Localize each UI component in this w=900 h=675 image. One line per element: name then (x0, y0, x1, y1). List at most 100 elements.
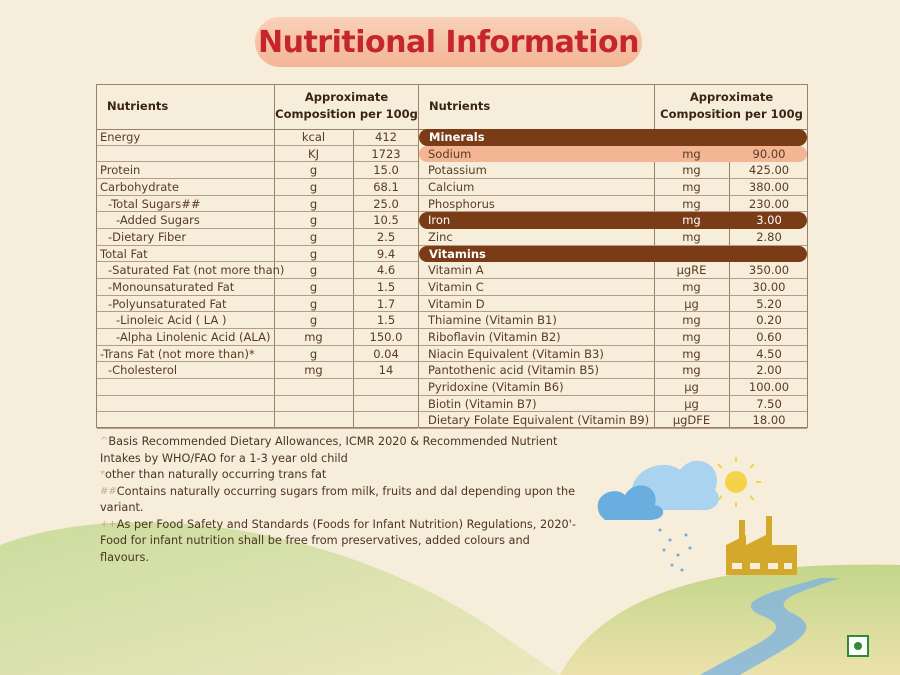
value: 425.00 (748, 163, 790, 178)
table-row: Sodium mg 90.00 (419, 145, 807, 163)
table-row (97, 396, 418, 413)
value: 230.00 (748, 196, 790, 211)
value: 18.00 (752, 413, 786, 428)
nutrient-name: Pantothenic acid (Vitamin B5) (428, 363, 600, 378)
nutrient-name: -Dietary Fiber (108, 230, 187, 245)
unit: mg (304, 330, 323, 345)
value: 25.0 (373, 196, 399, 211)
nutrient-name: Vitamin A (428, 263, 484, 278)
table-row: Potassium mg 425.00 (419, 162, 807, 179)
unit: mg (682, 146, 701, 161)
table-row: Vitamin D µg 5.20 (419, 296, 807, 313)
table-row: Vitamin A µgRE 350.00 (419, 262, 807, 280)
footnote-mark: * (100, 469, 105, 480)
unit: g (309, 196, 318, 211)
section-title: Minerals (429, 130, 485, 144)
value: 350.00 (748, 263, 790, 278)
unit: g (309, 246, 318, 261)
value: 2.5 (376, 230, 396, 245)
footnote-text: Basis Recommended Dietary Allowances, IC… (100, 435, 558, 465)
footnote: ##Contains naturally occurring sugars fr… (100, 484, 580, 517)
unit: mg (682, 196, 701, 211)
title-banner: Nutritional Information (255, 17, 642, 67)
table-row: Vitamin C mg 30.00 (419, 279, 807, 296)
footnote-mark: ++ (100, 518, 117, 530)
footnote-mark: ## (100, 485, 117, 497)
section-header: Minerals (419, 129, 807, 146)
unit: µg (684, 380, 699, 395)
unit: mg (682, 313, 701, 328)
nutrient-name: Phosphorus (428, 196, 495, 211)
unit: mg (682, 363, 701, 378)
nutrient-name: Total Fat (100, 246, 148, 261)
value: 1.7 (376, 296, 396, 311)
table-row: -Added Sugars g 10.5 (97, 212, 418, 229)
unit: g (309, 163, 318, 178)
nutrient-name: Vitamin D (428, 296, 485, 311)
nutrient-name: Vitamin C (428, 280, 484, 295)
unit: µgDFE (672, 413, 711, 428)
footnote: ++As per Food Safety and Standards (Food… (100, 517, 580, 567)
nutrient-name: Iron (428, 213, 451, 228)
value: 9.4 (376, 246, 396, 261)
right-table: Nutrients Approximate Composition per 10… (418, 84, 808, 430)
nutrient-name: Niacin Equivalent (Vitamin B3) (428, 346, 604, 361)
table-row: Iron mg 3.00 (419, 212, 807, 229)
table-header: Nutrients Approximate Composition per 10… (419, 85, 807, 130)
table-row: Dietary Folate Equivalent (Vitamin B9) µg… (419, 412, 807, 430)
footnotes: ^Basis Recommended Dietary Allowances, I… (100, 434, 580, 566)
table-row: Biotin (Vitamin B7) µg 7.50 (419, 396, 807, 413)
footnote: ^Basis Recommended Dietary Allowances, I… (100, 434, 580, 467)
nutrient-name: Zinc (428, 230, 453, 245)
unit: µg (684, 296, 699, 311)
table-row: Protein g 15.0 (97, 162, 418, 179)
nutrient-name: -Linoleic Acid ( LA ) (116, 313, 227, 328)
table-row: Pyridoxine (Vitamin B6) µg 100.00 (419, 379, 807, 396)
value: 412 (375, 130, 397, 144)
left-table: Nutrients Approximate Composition per 10… (96, 84, 419, 430)
unit: mg (682, 230, 701, 245)
table-row: -Alpha Linolenic Acid (ALA) mg 150.0 (97, 329, 418, 346)
header-cell: Approximate Composition per 100g (275, 90, 418, 121)
value: 4.6 (376, 263, 396, 278)
unit: g (309, 230, 318, 245)
table-row: Thiamine (Vitamin B1) mg 0.20 (419, 312, 807, 330)
table-row: Carbohydrate g 68.1 (97, 179, 418, 196)
value: 4.50 (756, 346, 782, 361)
footnote-text: Contains naturally occurring sugars from… (100, 484, 576, 515)
nutrient-name: Protein (100, 163, 141, 178)
page-title: Nutritional Information (257, 24, 640, 60)
unit: µgRE (676, 263, 707, 278)
table-row: -Saturated Fat (not more than) g 4.6 (97, 262, 418, 280)
table-row: Zinc mg 2.80 (419, 229, 807, 246)
value: 0.60 (756, 330, 782, 345)
nutrient-name: Calcium (428, 180, 475, 194)
value: 0.04 (373, 346, 399, 361)
table-row: -Total Sugars## g 25.0 (97, 196, 418, 213)
table-row: -Monounsaturated Fat g 1.5 (97, 279, 418, 296)
unit: g (309, 263, 318, 278)
value: 100.00 (748, 380, 790, 395)
nutrient-name: Potassium (428, 163, 487, 178)
unit: mg (682, 330, 701, 345)
value: 3.00 (756, 213, 782, 228)
veg-mark (847, 635, 869, 657)
nutrient-name: Dietary Folate Equivalent (Vitamin B9) (428, 413, 650, 428)
unit: mg (682, 280, 701, 295)
table-header: Nutrients Approximate Composition per 10… (97, 85, 418, 130)
section-title: Vitamins (429, 246, 486, 261)
nutrient-name: Riboflavin (Vitamin B2) (428, 330, 561, 345)
header-cell: Approximate Composition per 100g (660, 90, 803, 121)
nutrient-name: -Saturated Fat (not more than) (108, 263, 285, 278)
unit: g (309, 313, 318, 328)
nutrient-name: Carbohydrate (100, 180, 179, 194)
unit: g (309, 280, 318, 295)
footnote-text: other than naturally occurring trans fat (105, 468, 327, 481)
table-row: KJ 1723 (97, 146, 418, 163)
table-row: -Dietary Fiber g 2.5 (97, 229, 418, 246)
table-row: -Linoleic Acid ( LA ) g 1.5 (97, 312, 418, 330)
value: 380.00 (748, 180, 790, 194)
unit: µg (684, 396, 699, 411)
